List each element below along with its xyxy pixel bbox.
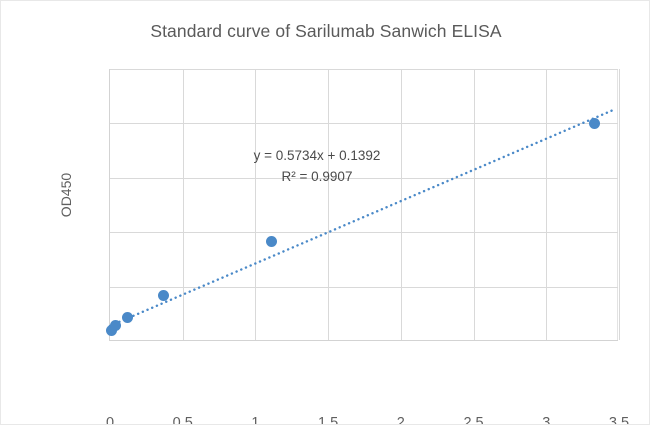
gridline-horizontal bbox=[110, 286, 618, 288]
plot-frame-right bbox=[617, 69, 618, 340]
data-point bbox=[110, 320, 122, 332]
data-point bbox=[265, 236, 277, 248]
plot-area: 0.0000.5001.0001.5002.0002.500 00.511.52… bbox=[58, 69, 629, 424]
gridline-horizontal bbox=[110, 123, 618, 125]
gridline-vertical bbox=[328, 69, 330, 340]
data-point bbox=[588, 117, 600, 129]
x-axis-tick-label: 2 bbox=[396, 415, 405, 425]
gridline-vertical bbox=[255, 69, 257, 340]
x-axis-tick-label: 0.5 bbox=[172, 415, 193, 425]
trendline-equation-text: y = 0.5734x + 0.1392 bbox=[253, 148, 381, 163]
gridline-vertical bbox=[473, 69, 475, 340]
y-axis-title: OD450 bbox=[58, 172, 74, 218]
data-point bbox=[158, 289, 170, 301]
gridline-vertical bbox=[400, 69, 402, 340]
trendline-r-squared-text: R² = 0.9907 bbox=[281, 169, 353, 184]
x-axis-tick-label: 1 bbox=[251, 415, 260, 425]
gridline-horizontal bbox=[110, 69, 618, 70]
trendline-equation-block: y = 0.5734x + 0.1392 R² = 0.9907 bbox=[222, 145, 412, 187]
gridline-vertical bbox=[619, 69, 620, 340]
gridline-horizontal bbox=[110, 232, 618, 234]
trendline-path bbox=[108, 107, 618, 328]
x-axis-tick-label: 1.5 bbox=[318, 415, 339, 425]
gridline-vertical bbox=[546, 69, 548, 340]
x-axis-tick-label: 0 bbox=[105, 415, 115, 425]
gridline-horizontal bbox=[110, 177, 618, 179]
trendline bbox=[108, 107, 618, 328]
gridline-vertical bbox=[182, 69, 184, 340]
chart-title: Standard curve of Sarilumab Sanwich ELIS… bbox=[150, 21, 502, 41]
x-axis-tick-label: 2.5 bbox=[463, 415, 484, 425]
x-axis-tick-label: 3.5 bbox=[608, 415, 630, 425]
data-point bbox=[105, 324, 117, 336]
x-axis-tick-label: 3 bbox=[542, 415, 551, 425]
data-point bbox=[121, 311, 133, 323]
